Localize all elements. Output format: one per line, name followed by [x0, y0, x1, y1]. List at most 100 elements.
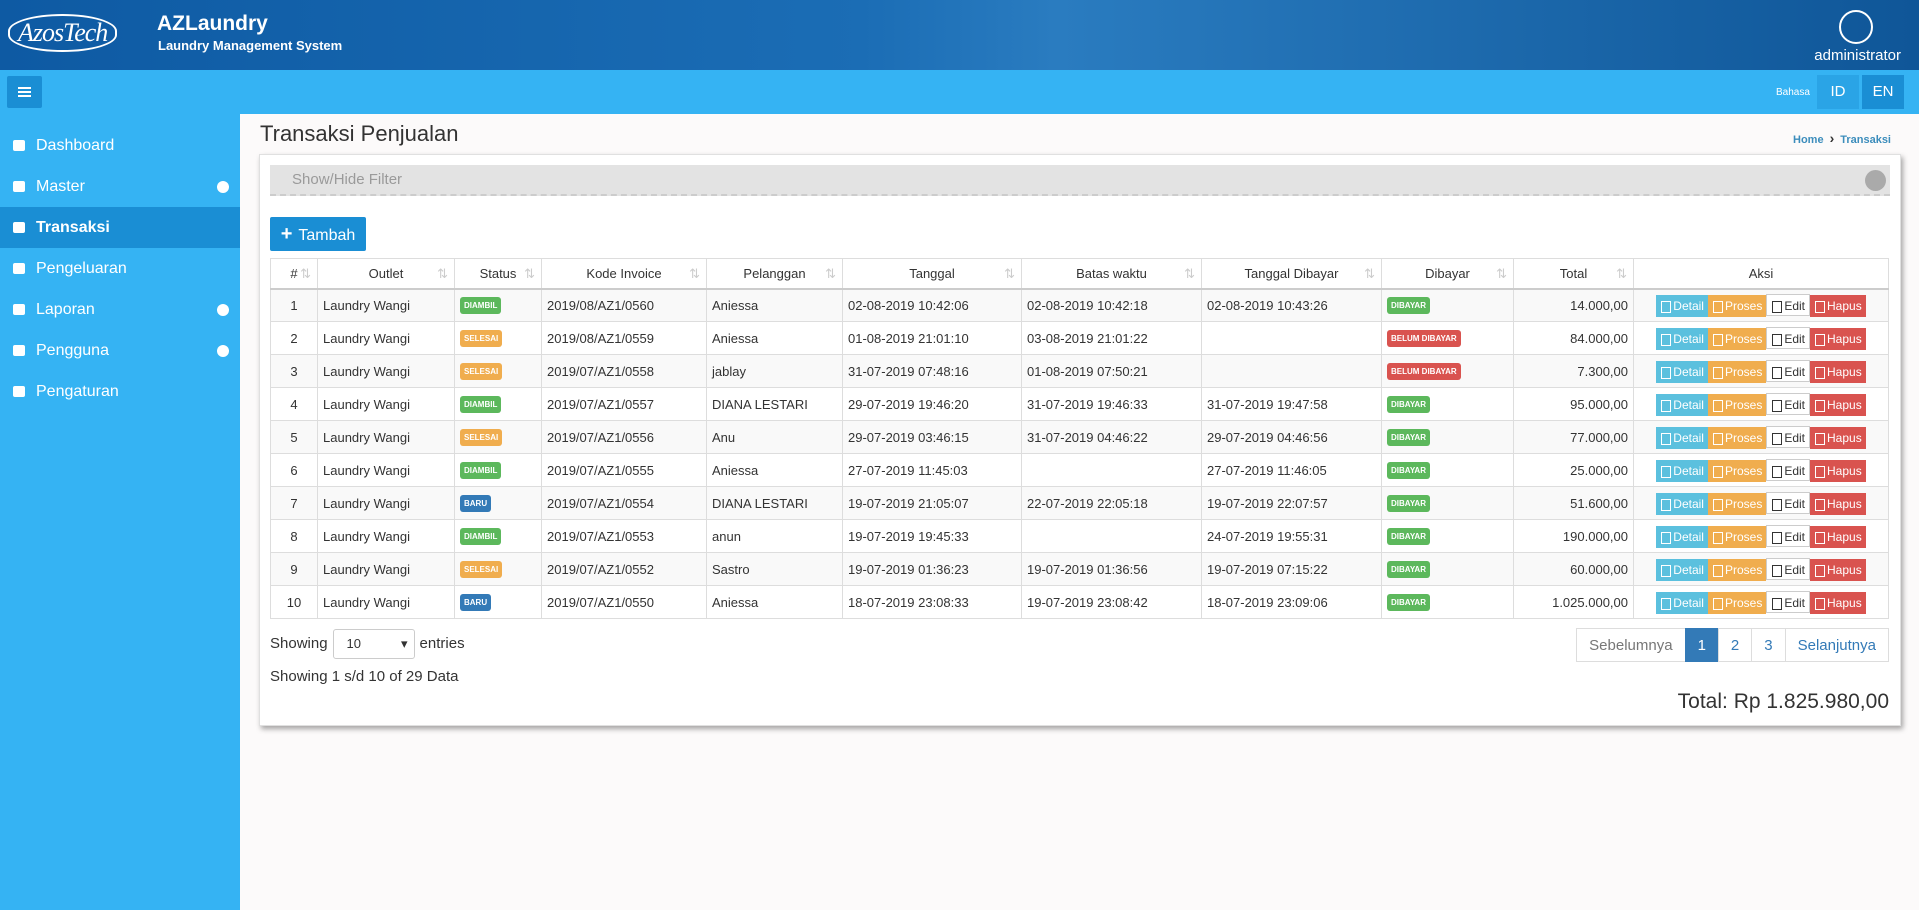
menu-item[interactable]: Pengeluaran: [0, 248, 240, 289]
menu-label[interactable]: Transaksi: [36, 219, 110, 236]
action-button[interactable]: Edit: [1766, 590, 1811, 613]
menu-item[interactable]: Master: [0, 166, 240, 207]
table-cell: [1021, 519, 1202, 553]
column-header[interactable]: Outlet: [317, 258, 455, 290]
column-header[interactable]: Total: [1513, 258, 1634, 290]
action-button[interactable]: Proses: [1707, 426, 1767, 449]
menu-label[interactable]: Pengguna: [36, 342, 109, 359]
menu-item[interactable]: Transaksi: [0, 207, 240, 248]
language-button[interactable]: ID: [1817, 75, 1859, 109]
action-button[interactable]: Hapus: [1810, 360, 1866, 383]
filter-toggle[interactable]: Show/Hide Filter: [270, 165, 1890, 196]
table-cell: Laundry Wangi: [317, 321, 455, 355]
length-select[interactable]: 10: [332, 629, 415, 659]
table-cell: 19-07-2019 01:36:56: [1021, 552, 1202, 586]
action-button[interactable]: Detail: [1656, 525, 1708, 548]
action-button[interactable]: Hapus: [1810, 426, 1866, 449]
action-button[interactable]: Edit: [1766, 524, 1811, 547]
action-button[interactable]: Hapus: [1810, 525, 1866, 548]
action-button[interactable]: Proses: [1707, 591, 1767, 614]
menu-item[interactable]: Laporan: [0, 289, 240, 330]
menu-item[interactable]: Pengguna: [0, 330, 240, 371]
action-button[interactable]: Detail: [1656, 558, 1708, 581]
action-button[interactable]: Proses: [1707, 459, 1767, 482]
chevron[interactable]: [1865, 170, 1886, 191]
cell-text: 03-08-2019 21:01:22: [1027, 330, 1148, 346]
action-button[interactable]: Proses: [1707, 327, 1767, 350]
menu-label[interactable]: Pengeluaran: [36, 260, 127, 277]
table-cell: 31-07-2019 19:47:58: [1201, 387, 1382, 421]
breadcrumb-item[interactable]: Home: [1793, 134, 1824, 146]
action-button[interactable]: Hapus: [1810, 294, 1866, 317]
action-button[interactable]: Edit: [1766, 293, 1811, 316]
payment-label: DIBAYAR: [1387, 297, 1430, 315]
column-header[interactable]: Batas waktu: [1021, 258, 1202, 290]
action-button[interactable]: Hapus: [1810, 459, 1866, 482]
action-button[interactable]: Proses: [1707, 294, 1767, 317]
action-button[interactable]: Edit: [1766, 557, 1811, 580]
action-button[interactable]: Detail: [1656, 492, 1708, 515]
action-button[interactable]: Proses: [1707, 558, 1767, 581]
table-cell: 18-07-2019 23:09:06: [1201, 585, 1382, 619]
language-button[interactable]: EN: [1862, 75, 1904, 109]
column-header[interactable]: Pelanggan: [706, 258, 843, 290]
action-button[interactable]: Detail: [1656, 591, 1708, 614]
expand-icon[interactable]: [217, 304, 229, 316]
expand-icon[interactable]: [217, 181, 229, 193]
action-button[interactable]: Detail: [1656, 294, 1708, 317]
action-button[interactable]: Hapus: [1810, 327, 1866, 350]
column-header[interactable]: Tanggal Dibayar: [1201, 258, 1382, 290]
action-button[interactable]: Edit: [1766, 491, 1811, 514]
action-button[interactable]: Proses: [1707, 393, 1767, 416]
menu-label[interactable]: Dashboard: [36, 137, 115, 154]
action-button[interactable]: Detail: [1656, 459, 1708, 482]
menu-item[interactable]: Dashboard: [0, 125, 240, 166]
status-label: BARU: [460, 594, 492, 611]
column-header[interactable]: Kode Invoice: [541, 258, 707, 290]
table-cell: DIBAYAR: [1381, 288, 1514, 322]
filter-label[interactable]: Show/Hide Filter: [292, 171, 403, 188]
menu-label[interactable]: Laporan: [36, 301, 95, 318]
page-link[interactable]: Sebelumnya: [1576, 628, 1686, 662]
menu-label[interactable]: Master: [36, 178, 85, 195]
page-link[interactable]: 3: [1751, 628, 1786, 662]
action-button[interactable]: Edit: [1766, 359, 1811, 382]
action-cell: Detail Proses Edit Hapus: [1633, 321, 1889, 355]
menu-item[interactable]: Pengaturan: [0, 371, 240, 412]
expand-icon[interactable]: [217, 345, 229, 357]
cell-text: 02-08-2019 10:42:06: [848, 297, 969, 313]
action-button[interactable]: Proses: [1707, 492, 1767, 515]
table-cell: DIBAYAR: [1381, 486, 1514, 520]
action-button[interactable]: Edit: [1766, 392, 1811, 415]
action-button[interactable]: Detail: [1656, 426, 1708, 449]
add-button[interactable]: Tambah: [270, 217, 366, 251]
action-button[interactable]: Edit: [1766, 425, 1811, 448]
table-cell: BELUM DIBAYAR: [1381, 321, 1514, 355]
action-button[interactable]: Detail: [1656, 360, 1708, 383]
user-avatar[interactable]: [1839, 10, 1873, 44]
action-button[interactable]: Proses: [1707, 525, 1767, 548]
action-button[interactable]: Edit: [1766, 326, 1811, 349]
action-button[interactable]: Detail: [1656, 327, 1708, 350]
action-button[interactable]: Hapus: [1810, 591, 1866, 614]
column-header[interactable]: Tanggal: [842, 258, 1022, 290]
page-link[interactable]: 1: [1684, 628, 1719, 662]
action-button[interactable]: Proses: [1707, 360, 1767, 383]
action-button[interactable]: Hapus: [1810, 558, 1866, 581]
menu-toggle[interactable]: [7, 76, 42, 108]
menu-label[interactable]: Pengaturan: [36, 383, 119, 400]
cell-text: 19-07-2019 07:15:22: [1207, 561, 1328, 577]
column-header[interactable]: Status: [454, 258, 542, 290]
action-button[interactable]: Hapus: [1810, 492, 1866, 515]
user-name[interactable]: administrator: [1814, 47, 1901, 64]
page-link[interactable]: Selanjutnya: [1784, 628, 1889, 662]
action-button[interactable]: Edit: [1766, 458, 1811, 481]
cell-text: 19-07-2019 21:05:07: [848, 495, 969, 511]
action-button[interactable]: Hapus: [1810, 393, 1866, 416]
action-button[interactable]: Detail: [1656, 393, 1708, 416]
page-link[interactable]: 2: [1717, 628, 1753, 662]
cell-text: 10: [286, 594, 302, 610]
column-header[interactable]: Dibayar: [1381, 258, 1514, 290]
action-cell: Detail Proses Edit Hapus: [1633, 552, 1889, 586]
column-header[interactable]: #: [270, 258, 318, 290]
